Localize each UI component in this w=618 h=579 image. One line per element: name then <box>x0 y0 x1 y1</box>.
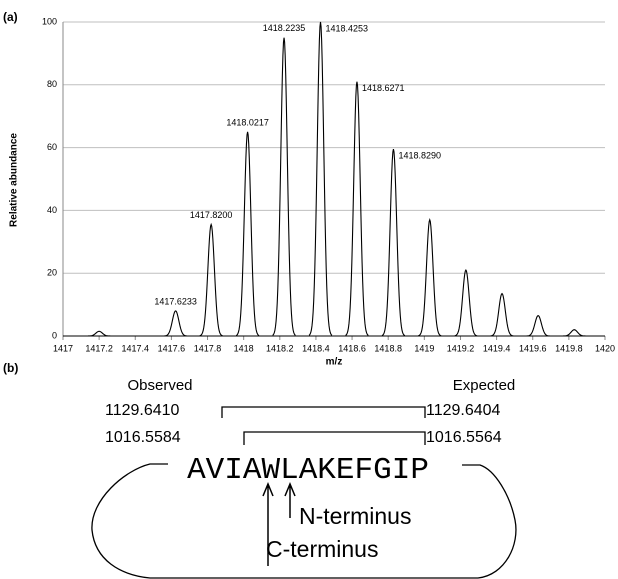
peak <box>308 21 333 336</box>
arrow <box>262 482 274 566</box>
x-tick-label: 1417.4 <box>122 343 150 353</box>
peak <box>164 310 188 337</box>
x-tick-label: 1419.4 <box>483 343 511 353</box>
expected-mass: 1129.6404 <box>426 402 501 419</box>
peak-label: 1418.8290 <box>398 151 441 161</box>
expected-header: Expected <box>453 377 516 394</box>
y-tick-label: 20 <box>47 268 57 278</box>
x-tick-label: 1419.8 <box>555 343 583 353</box>
x-axis-label: m/z <box>326 357 343 368</box>
y-tick-label: 40 <box>47 205 57 215</box>
panel-label: (b) <box>3 361 18 375</box>
panel-label: (a) <box>3 10 18 24</box>
peak <box>490 292 514 337</box>
peak <box>272 37 296 336</box>
peptide-sequence: AVIAWLAKEFGIP <box>187 453 429 488</box>
peak-label: 1417.8200 <box>190 210 233 220</box>
peak <box>345 81 369 336</box>
n-terminus-label: N-terminus <box>299 503 411 529</box>
arrow <box>284 482 296 518</box>
x-tick-label: 1417.6 <box>158 343 186 353</box>
x-tick-label: 1418.6 <box>338 343 366 353</box>
peak-label: 1418.2235 <box>263 23 306 33</box>
y-tick-label: 100 <box>42 16 57 26</box>
expected-mass: 1016.5564 <box>426 429 502 446</box>
peak <box>235 131 260 337</box>
y-tick-label: 0 <box>52 330 57 340</box>
y-tick-label: 60 <box>47 142 57 152</box>
bracket <box>243 431 426 445</box>
y-tick-label: 80 <box>47 79 57 89</box>
observed-mass: 1129.6410 <box>105 402 180 419</box>
peak-label: 1418.4253 <box>326 23 369 33</box>
x-tick-label: 1417.2 <box>85 343 113 353</box>
observed-mass: 1016.5584 <box>105 429 181 446</box>
c-terminus-label: C-terminus <box>266 536 378 562</box>
x-tick-label: 1417 <box>53 343 73 353</box>
peak-label: 1417.6233 <box>154 296 197 306</box>
peak <box>199 222 223 337</box>
bracket <box>221 406 426 418</box>
x-tick-label: 1418 <box>234 343 254 353</box>
peak-label: 1418.6271 <box>362 83 405 93</box>
x-tick-label: 1419.6 <box>519 343 547 353</box>
x-tick-label: 1418.8 <box>374 343 402 353</box>
x-tick-label: 1417.8 <box>194 343 222 353</box>
peak-label: 1418.0217 <box>226 117 269 127</box>
x-tick-label: 1418.2 <box>266 343 294 353</box>
peak <box>526 314 550 337</box>
peak <box>381 149 406 337</box>
peak <box>87 330 111 337</box>
x-tick-label: 1419 <box>414 343 434 353</box>
peak <box>562 329 586 337</box>
peak <box>454 268 478 337</box>
observed-header: Observed <box>127 377 192 394</box>
y-axis-label: Relative abundance <box>9 133 20 227</box>
x-tick-label: 1418.4 <box>302 343 330 353</box>
x-tick-label: 1419.2 <box>447 343 475 353</box>
cyclic-backbone <box>91 463 517 579</box>
diagram: Observed Expected 1129.6410 1129.6404 10… <box>91 377 517 579</box>
peak <box>418 218 442 337</box>
x-tick-label: 1420 <box>595 343 615 353</box>
